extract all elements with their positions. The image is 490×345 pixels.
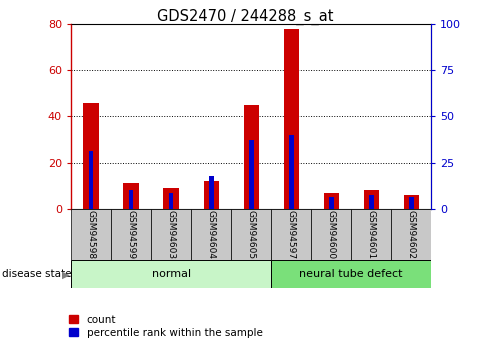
Bar (244, 105, 259, 209)
Bar (129, 190, 133, 209)
Bar (311, 209, 351, 260)
Text: disease state: disease state (2, 269, 72, 279)
Bar (231, 209, 271, 260)
Text: GDS2470 / 244288_s_at: GDS2470 / 244288_s_at (157, 9, 333, 25)
Text: GSM94598: GSM94598 (87, 210, 96, 259)
Text: GSM94600: GSM94600 (327, 210, 336, 259)
Text: GSM94605: GSM94605 (246, 210, 256, 259)
Bar (364, 190, 379, 209)
Text: GSM94604: GSM94604 (207, 210, 216, 259)
Bar (369, 195, 373, 209)
Bar (323, 193, 339, 209)
Bar (271, 260, 431, 288)
Legend: count, percentile rank within the sample: count, percentile rank within the sample (69, 315, 263, 338)
Bar (404, 195, 419, 209)
Bar (151, 209, 191, 260)
Bar (249, 139, 253, 209)
Bar (71, 209, 111, 260)
Text: GSM94603: GSM94603 (167, 210, 175, 259)
Bar (409, 197, 414, 209)
Bar (289, 135, 294, 209)
Text: ▶: ▶ (62, 269, 70, 279)
Text: GSM94601: GSM94601 (367, 210, 376, 259)
Text: GSM94597: GSM94597 (287, 210, 295, 259)
Bar (271, 209, 311, 260)
Text: normal: normal (151, 269, 191, 279)
Bar (191, 209, 231, 260)
Bar (83, 102, 98, 209)
Bar (351, 209, 391, 260)
Bar (164, 188, 179, 209)
Text: neural tube defect: neural tube defect (299, 269, 403, 279)
Bar (329, 197, 334, 209)
Bar (209, 176, 214, 209)
Bar (71, 260, 271, 288)
Bar (284, 29, 299, 209)
Bar (169, 193, 173, 209)
Bar (203, 181, 219, 209)
Bar (111, 209, 151, 260)
Text: GSM94602: GSM94602 (407, 210, 416, 259)
Bar (392, 209, 431, 260)
Text: GSM94599: GSM94599 (126, 210, 136, 259)
Bar (123, 183, 139, 209)
Bar (89, 151, 94, 209)
